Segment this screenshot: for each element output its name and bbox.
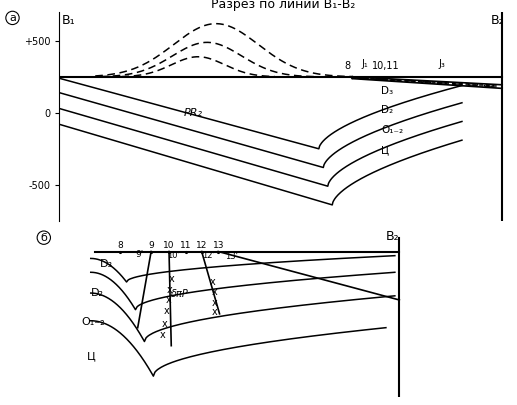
Text: x: x [212,307,218,318]
Text: x: x [169,274,174,284]
Text: 13: 13 [212,241,224,249]
Text: D₂: D₂ [382,105,393,115]
Text: J₁: J₁ [361,59,368,69]
Text: O₁₋₂: O₁₋₂ [81,317,105,327]
Text: В₁: В₁ [62,14,75,27]
Text: D₃: D₃ [100,260,113,269]
Text: x: x [167,285,173,295]
Text: O₁₋₂: O₁₋₂ [382,125,404,135]
Text: Ц: Ц [382,145,389,155]
Text: PR₂: PR₂ [184,108,203,118]
Text: а: а [9,13,16,23]
Text: x: x [212,298,218,308]
Text: В₂: В₂ [491,14,505,27]
Text: x: x [164,306,170,316]
Text: 10,11: 10,11 [372,61,400,71]
Text: 8: 8 [345,61,351,71]
Text: 9: 9 [148,241,154,249]
Text: б: б [40,232,47,243]
Text: 10': 10' [167,252,179,260]
Text: x: x [210,277,216,287]
Text: x: x [162,318,168,328]
Text: 8: 8 [117,241,123,249]
Text: D₃: D₃ [382,86,393,96]
Text: Ц: Ц [86,352,95,362]
Text: 9': 9' [135,250,144,259]
Title: Разрез по линии В₁-В₂: Разрез по линии В₁-В₂ [211,0,355,11]
Text: 13': 13' [225,252,238,261]
Text: 12: 12 [196,241,207,249]
Text: 11: 11 [180,241,191,249]
Text: x: x [166,295,172,305]
Text: D₂: D₂ [91,288,104,298]
Text: В₂: В₂ [386,230,400,243]
Text: δπP: δπP [171,289,189,299]
Text: x: x [211,287,217,297]
Text: J₃: J₃ [438,59,445,69]
Text: 10: 10 [163,241,175,249]
Text: 12': 12' [202,252,215,260]
Text: x: x [159,330,165,339]
